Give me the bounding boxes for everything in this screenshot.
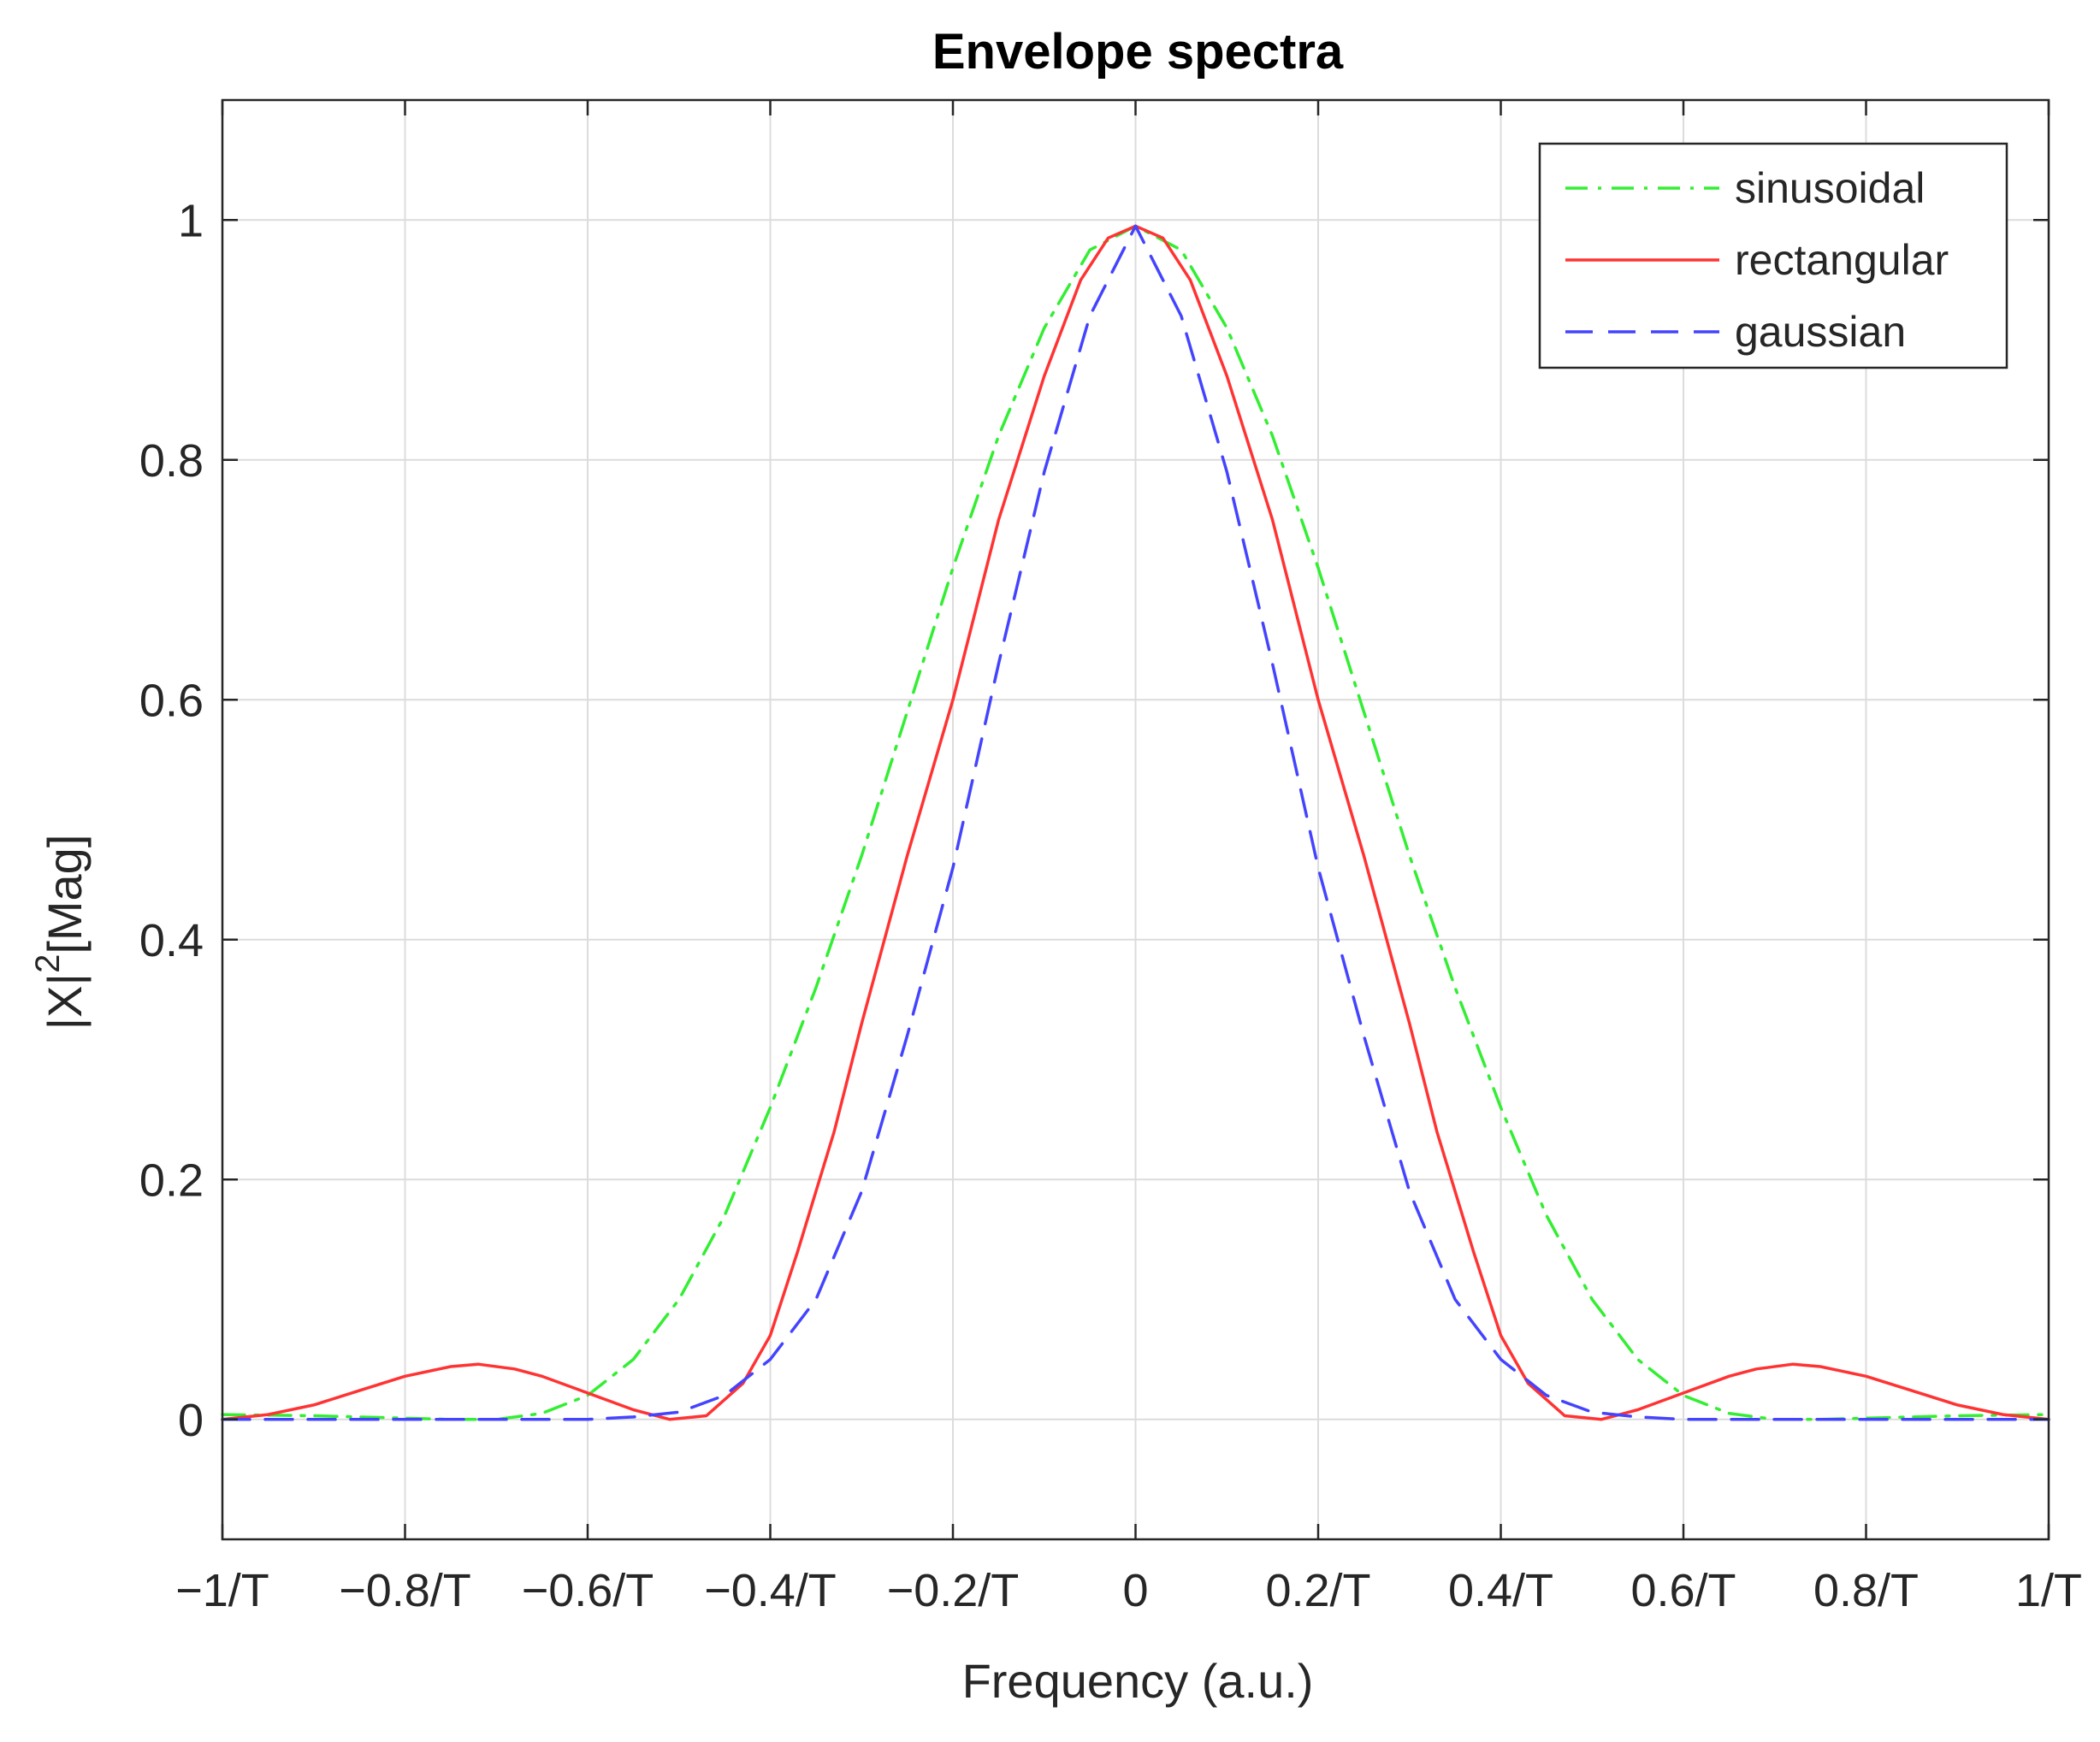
y-tick-label: 0.6 [139,675,204,726]
y-tick-label: 0.2 [139,1154,204,1206]
legend-label-sinusoidal: sinusoidal [1735,164,1925,212]
y-axis-label-rest: [Mag] [38,835,92,954]
x-tick-label: 1/T [2015,1565,2082,1616]
legend-label-rectangular: rectangular [1735,236,1949,284]
y-axis-label-base: |X| [38,973,92,1030]
x-tick-label: 0.6/T [1630,1565,1736,1616]
x-tick-label: −0.2/T [887,1565,1020,1616]
plot-lines [221,224,2050,1421]
y-tick-label: 0.4 [139,915,204,966]
series-line-gaussian [221,224,2050,1421]
y-tick-label: 0.8 [139,435,204,487]
legend-label-gaussian: gaussian [1735,308,1906,356]
x-tick-label: 0.2/T [1265,1565,1370,1616]
x-tick-label: 0.4/T [1448,1565,1553,1616]
svg-text:|X|2[Mag]: |X|2[Mag] [29,835,92,1030]
x-axis-label: Frequency (a.u.) [962,1654,1314,1708]
y-axis-label-sup: 2 [29,954,67,973]
legend: sinusoidal rectangular gaussian [1538,142,2008,369]
x-tick-label: 0 [1122,1565,1148,1616]
x-tick-label: −0.4/T [704,1565,837,1616]
y-tick-label: 0 [178,1395,204,1446]
y-tick-label: 1 [178,195,204,246]
x-tick-label: −1/T [175,1565,269,1616]
axis-ticks: −1/T −0.8/T −0.6/T −0.4/T −0.2/T 0 0.2/T 0.4/T 0… [139,100,2082,1616]
x-tick-label: −0.6/T [522,1565,654,1616]
x-tick-label: 0.8/T [1813,1565,1919,1616]
y-axis-label: |X|2[Mag] [29,835,92,1030]
x-tick-label: −0.8/T [339,1565,471,1616]
chart-title: Envelope spectra [932,24,1344,80]
